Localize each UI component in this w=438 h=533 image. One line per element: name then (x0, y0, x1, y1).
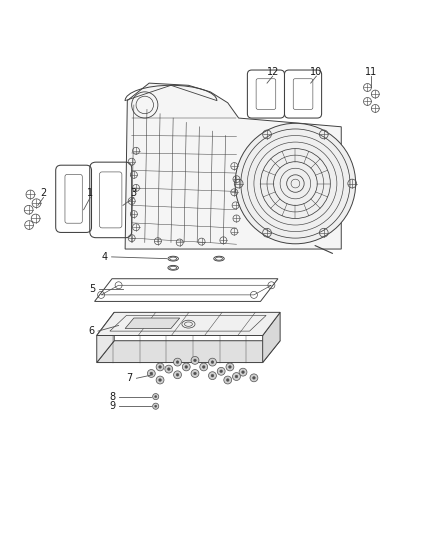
Circle shape (208, 372, 216, 379)
Polygon shape (97, 341, 280, 362)
Circle shape (155, 405, 157, 407)
Circle shape (220, 370, 223, 373)
Circle shape (156, 376, 164, 384)
Circle shape (235, 375, 238, 378)
Text: 10: 10 (310, 67, 322, 77)
Circle shape (165, 365, 173, 373)
Circle shape (156, 363, 164, 371)
Polygon shape (263, 312, 280, 362)
Circle shape (208, 358, 216, 366)
Text: 2: 2 (40, 188, 46, 198)
Text: 9: 9 (109, 401, 115, 411)
Circle shape (194, 372, 196, 375)
Text: 3: 3 (131, 188, 137, 198)
Circle shape (226, 378, 229, 382)
Circle shape (211, 374, 214, 377)
Circle shape (176, 374, 179, 376)
Circle shape (235, 123, 356, 244)
Circle shape (202, 366, 205, 368)
Circle shape (191, 369, 199, 377)
Circle shape (185, 366, 187, 368)
Circle shape (167, 368, 170, 370)
Text: 5: 5 (89, 284, 95, 294)
Text: 12: 12 (266, 67, 279, 77)
Circle shape (239, 368, 247, 376)
Circle shape (211, 361, 214, 364)
Circle shape (176, 361, 179, 364)
Circle shape (229, 366, 231, 368)
Circle shape (226, 363, 234, 371)
Polygon shape (97, 312, 280, 335)
Circle shape (242, 371, 244, 374)
Text: 7: 7 (127, 373, 133, 383)
Circle shape (159, 366, 162, 368)
Circle shape (253, 376, 255, 379)
Text: 6: 6 (88, 326, 94, 336)
Circle shape (182, 363, 190, 371)
Text: 8: 8 (109, 392, 115, 401)
Circle shape (159, 378, 162, 382)
Circle shape (152, 403, 159, 409)
Text: 4: 4 (101, 252, 107, 262)
Circle shape (155, 395, 157, 398)
Circle shape (173, 371, 181, 379)
Circle shape (150, 372, 153, 375)
Text: 1: 1 (87, 188, 93, 198)
Circle shape (194, 359, 196, 362)
Circle shape (217, 367, 225, 375)
Circle shape (233, 373, 240, 381)
Polygon shape (125, 318, 180, 328)
Circle shape (191, 357, 199, 364)
Polygon shape (125, 83, 341, 249)
Circle shape (250, 374, 258, 382)
Circle shape (224, 376, 232, 384)
Circle shape (173, 358, 181, 366)
Circle shape (148, 369, 155, 377)
Text: 11: 11 (365, 67, 377, 77)
Polygon shape (97, 312, 114, 362)
Circle shape (152, 393, 159, 400)
Circle shape (200, 363, 208, 371)
